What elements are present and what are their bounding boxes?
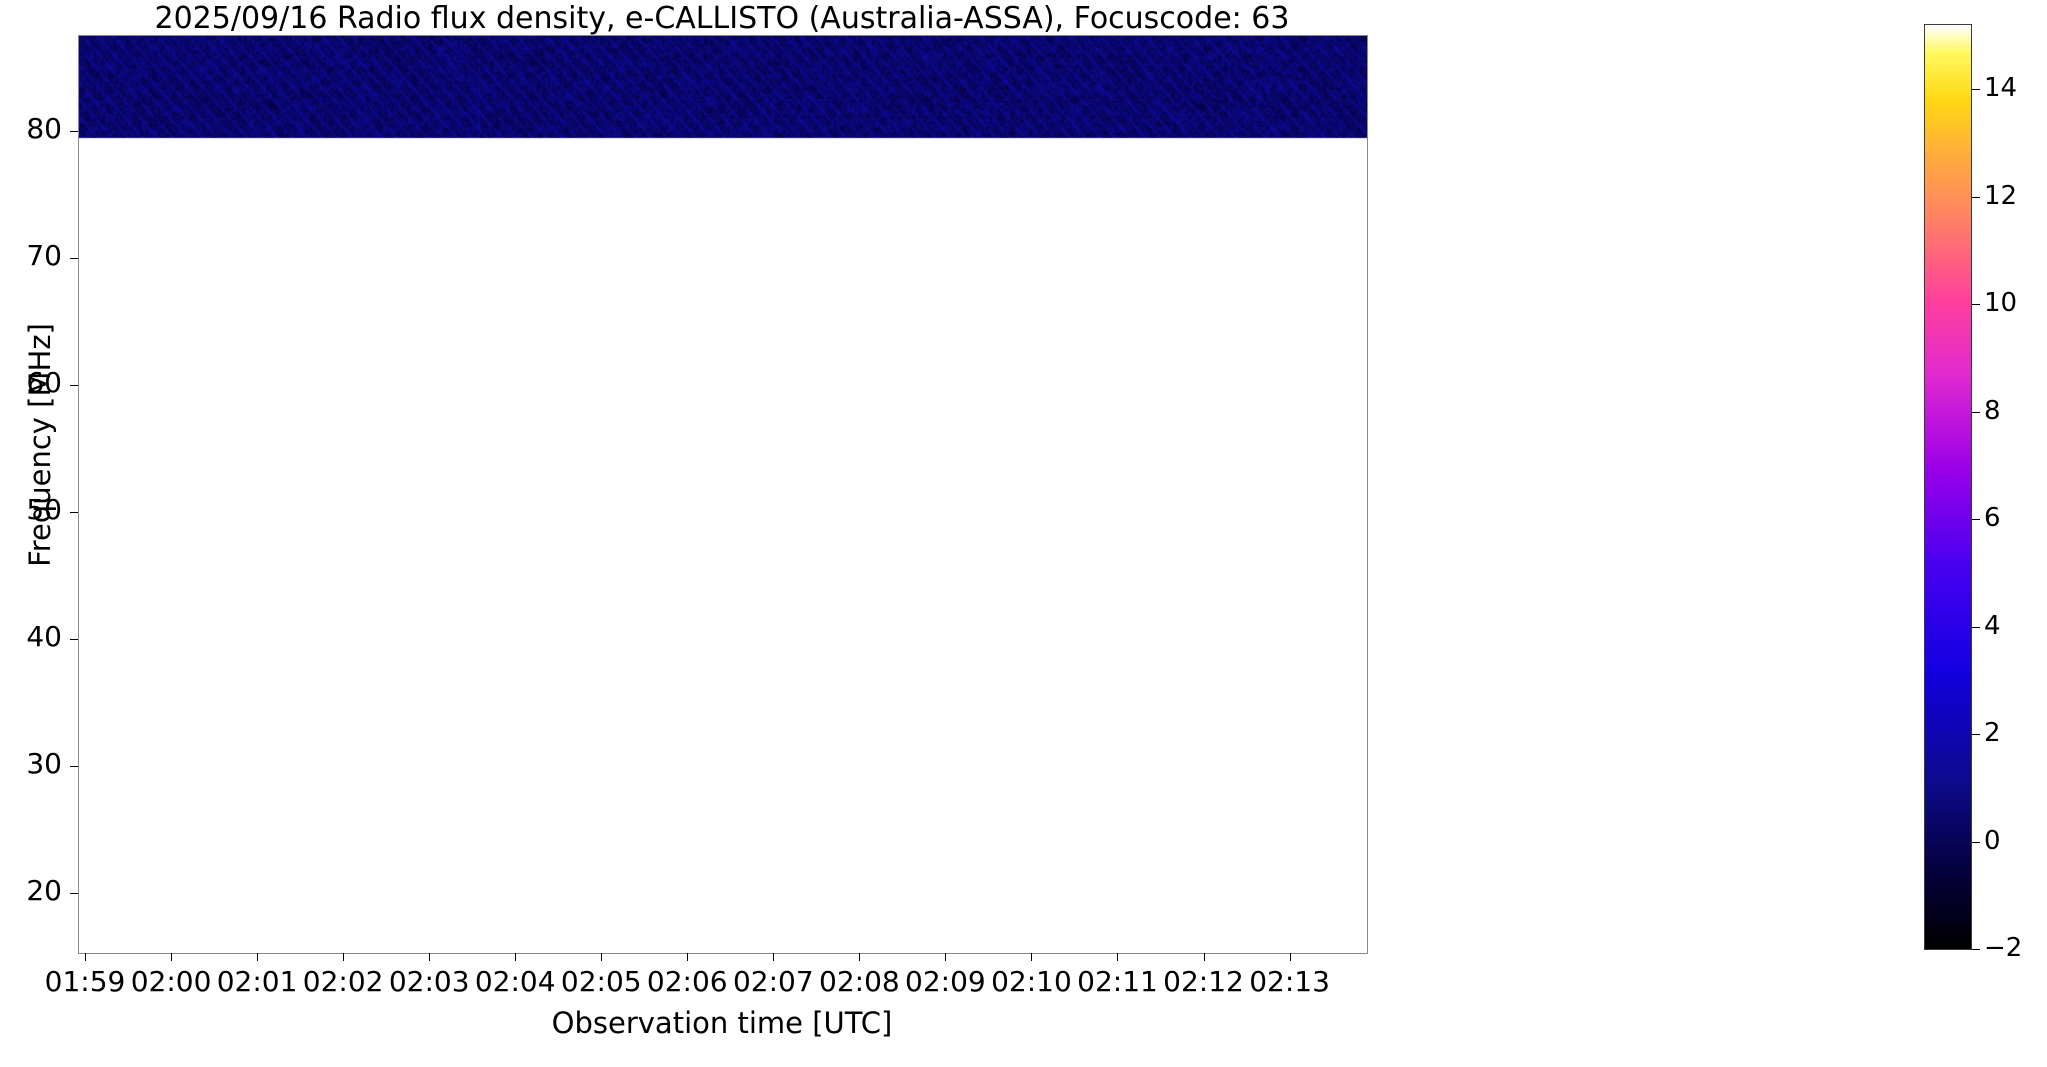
x-tick-label: 02:09 xyxy=(905,965,986,998)
colorbar xyxy=(1924,24,1972,950)
x-tick-mark xyxy=(1117,953,1119,961)
colorbar-tick-label: −2 xyxy=(1984,933,2023,963)
y-tick-mark xyxy=(70,512,78,514)
spectrogram-plot-area[interactable] xyxy=(78,35,1368,954)
x-tick-label: 02:01 xyxy=(216,965,298,998)
x-tick-mark xyxy=(687,953,689,961)
y-tick-mark xyxy=(70,131,78,133)
colorbar-tick-label: 14 xyxy=(1984,73,2018,104)
page-title: 2025/09/16 Radio flux density, e-CALLIST… xyxy=(154,1,1290,36)
colorbar-tick-mark xyxy=(1972,626,1980,628)
x-tick-label: 02:10 xyxy=(991,965,1072,998)
colorbar-tick-mark xyxy=(1972,196,1980,198)
y-tick-label: 30 xyxy=(26,747,62,781)
x-tick-label: 02:08 xyxy=(819,965,900,998)
x-tick-mark xyxy=(515,953,517,961)
colorbar-tick-mark xyxy=(1972,734,1980,736)
colorbar-tick-mark xyxy=(1972,89,1980,91)
colorbar-tick-label: 6 xyxy=(1984,503,2001,534)
x-tick-label: 02:06 xyxy=(646,965,728,998)
x-tick-mark xyxy=(257,953,259,961)
colorbar-tick-label: 4 xyxy=(1984,610,2001,641)
colorbar-tick-label: 8 xyxy=(1984,395,2001,426)
x-tick-label: 02:00 xyxy=(130,965,212,998)
y-tick-mark xyxy=(70,385,78,387)
x-tick-mark xyxy=(343,953,345,961)
x-tick-mark xyxy=(601,953,603,961)
y-tick-label: 40 xyxy=(26,620,62,654)
x-axis-label: Observation time [UTC] xyxy=(551,1006,893,1040)
colorbar-tick-mark xyxy=(1972,411,1980,413)
y-tick-label: 20 xyxy=(26,874,62,908)
x-tick-mark xyxy=(1203,953,1205,961)
colorbar-tick-label: 2 xyxy=(1984,718,2001,749)
y-tick-mark xyxy=(70,893,78,895)
y-tick-label: 80 xyxy=(26,112,62,146)
x-tick-label: 02:02 xyxy=(302,965,384,998)
colorbar-tick-label: 10 xyxy=(1984,288,2018,319)
x-tick-mark xyxy=(945,953,947,961)
x-tick-label: 02:11 xyxy=(1077,965,1158,998)
x-tick-label: 02:13 xyxy=(1249,965,1330,998)
colorbar-tick-mark xyxy=(1972,519,1980,521)
y-axis-label: Frequency [MHz] xyxy=(23,323,57,567)
colorbar-tick-mark xyxy=(1972,304,1980,306)
spectrogram-image xyxy=(79,36,1367,953)
x-tick-label: 02:05 xyxy=(560,965,642,998)
colorbar-tick-mark xyxy=(1972,949,1980,950)
x-tick-label: 01:59 xyxy=(44,965,126,998)
x-tick-mark xyxy=(773,953,775,961)
y-tick-label: 60 xyxy=(26,366,62,400)
x-tick-mark xyxy=(859,953,861,961)
x-tick-label: 02:03 xyxy=(388,965,470,998)
x-tick-label: 02:04 xyxy=(474,965,556,998)
x-tick-mark xyxy=(1289,953,1291,961)
colorbar-tick-label: 0 xyxy=(1984,825,2001,856)
x-tick-mark xyxy=(429,953,431,961)
y-tick-label: 50 xyxy=(26,493,62,527)
x-tick-label: 02:12 xyxy=(1163,965,1244,998)
colorbar-tick-mark xyxy=(1972,841,1980,843)
x-tick-mark xyxy=(85,953,87,961)
colorbar-gradient xyxy=(1925,25,1971,949)
y-tick-mark xyxy=(70,766,78,768)
x-tick-mark xyxy=(1031,953,1033,961)
y-tick-mark xyxy=(70,639,78,641)
x-tick-label: 02:07 xyxy=(732,965,814,998)
colorbar-tick-label: 12 xyxy=(1984,180,2018,211)
y-tick-mark xyxy=(70,258,78,260)
y-tick-label: 70 xyxy=(26,239,62,273)
x-tick-mark xyxy=(171,953,173,961)
